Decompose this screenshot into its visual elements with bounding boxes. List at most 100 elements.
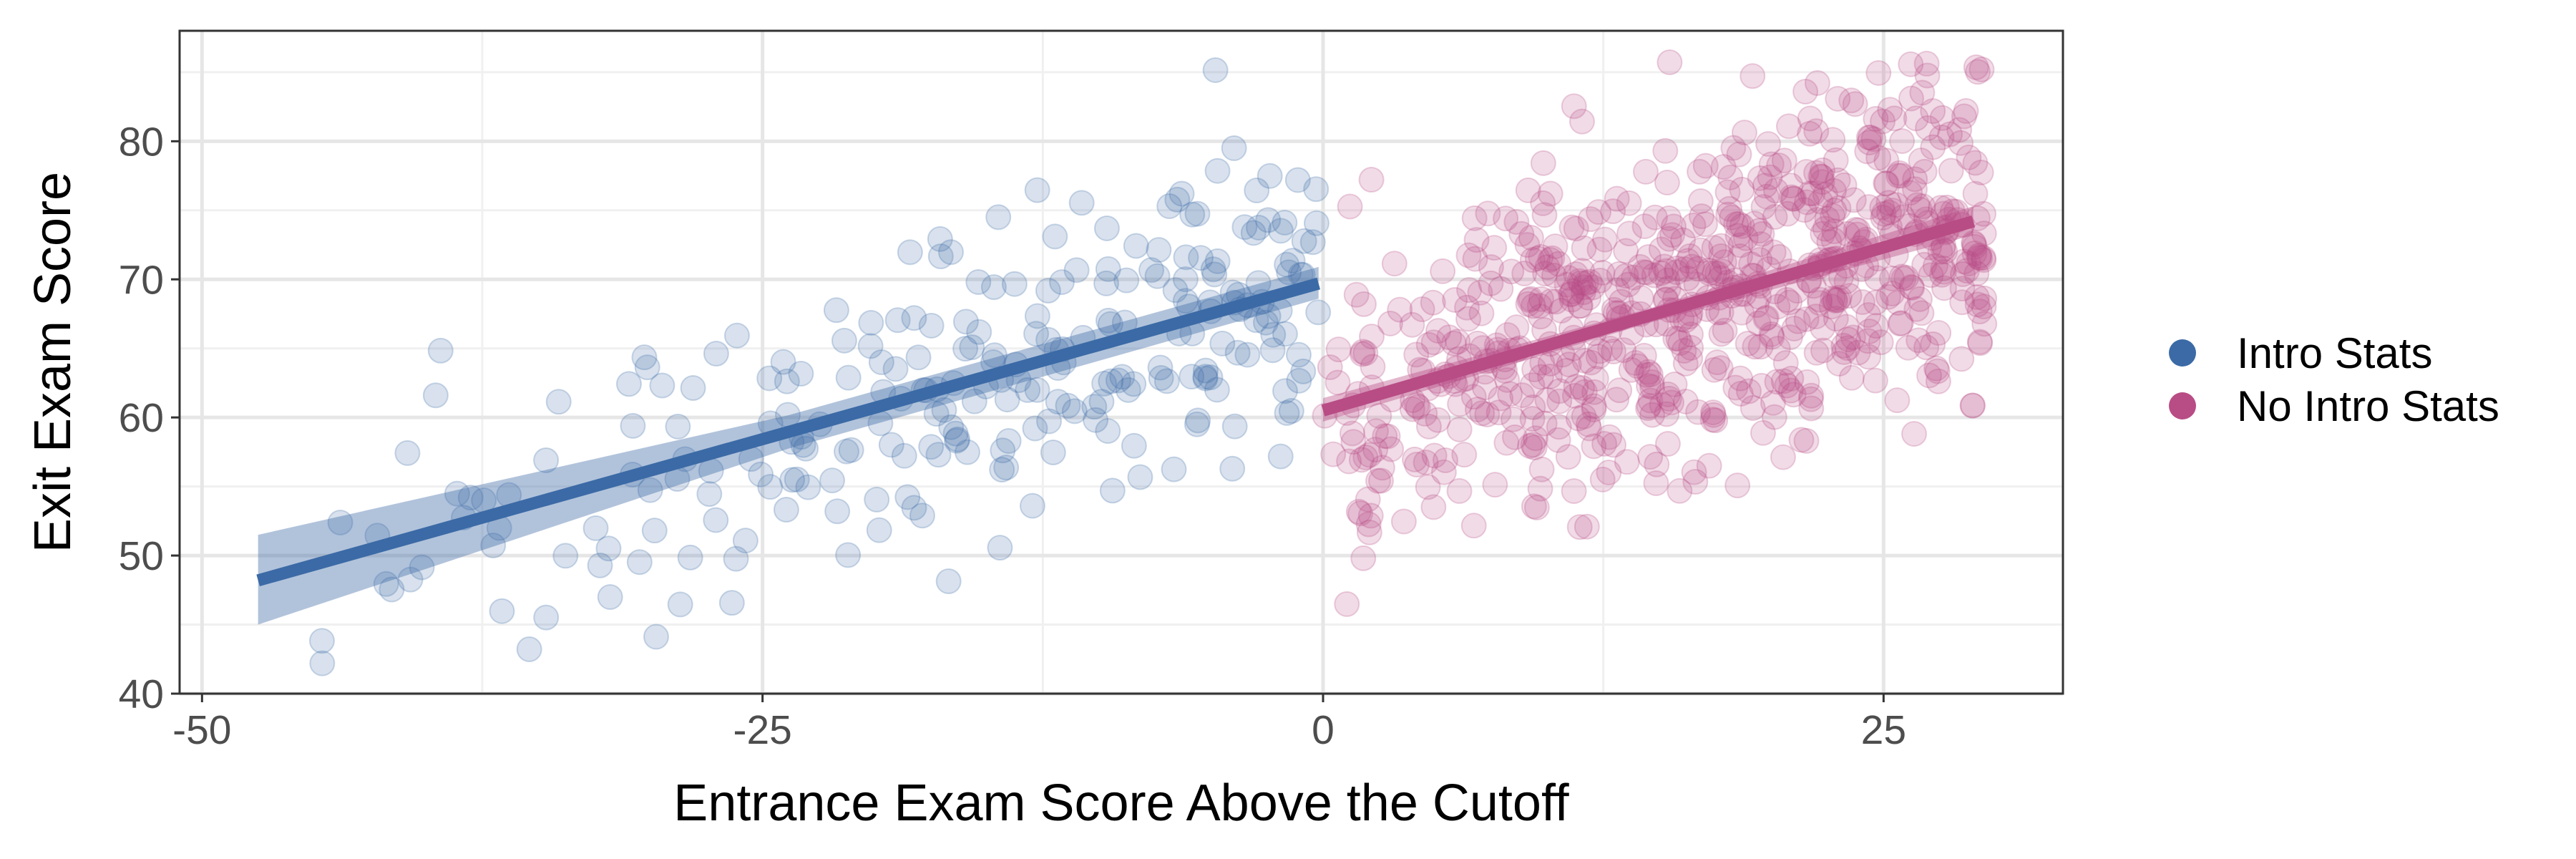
data-point: [1463, 227, 1490, 253]
data-point: [1531, 202, 1558, 228]
data-point: [1425, 318, 1451, 344]
data-point: [1455, 242, 1482, 268]
data-point: [1636, 373, 1662, 399]
data-point: [1913, 50, 1940, 77]
data-point: [1741, 210, 1767, 237]
data-point: [1971, 220, 1997, 247]
data-point: [952, 336, 979, 362]
data-point: [943, 427, 970, 454]
data-point: [1910, 193, 1936, 220]
data-point: [1566, 514, 1593, 540]
data-point: [1121, 432, 1147, 459]
data-point: [1192, 364, 1219, 390]
data-point: [1115, 377, 1141, 403]
data-point: [1055, 392, 1081, 419]
data-point: [1555, 444, 1581, 470]
data-point: [1421, 442, 1448, 469]
data-point: [1667, 330, 1694, 356]
data-point: [1390, 508, 1417, 535]
data-point: [1548, 297, 1574, 324]
data-point: [703, 341, 729, 367]
data-point: [1501, 424, 1528, 450]
data-point: [1048, 269, 1075, 296]
data-point: [1631, 213, 1658, 240]
data-point: [1494, 322, 1521, 349]
data-point: [1868, 329, 1894, 356]
data-point: [1524, 246, 1551, 272]
data-point: [1749, 220, 1775, 247]
data-point: [1045, 389, 1071, 415]
data-point: [1611, 337, 1637, 364]
data-point: [1240, 220, 1267, 246]
data-point: [1709, 258, 1735, 285]
data-point: [1528, 286, 1554, 312]
data-point: [1022, 415, 1048, 442]
data-point: [1700, 399, 1727, 426]
data-point: [1378, 436, 1405, 462]
data-point: [1095, 418, 1121, 445]
data-point: [1024, 177, 1050, 203]
data-point: [1276, 259, 1302, 286]
data-point: [1895, 334, 1921, 361]
data-point: [1639, 369, 1665, 395]
data-point: [1762, 178, 1789, 204]
data-point: [1497, 381, 1523, 407]
data-point: [1812, 215, 1838, 242]
data-point: [634, 354, 660, 381]
data-point: [1608, 288, 1634, 315]
data-point: [1760, 239, 1787, 266]
data-point: [1586, 236, 1613, 263]
x-tick-label: -25: [733, 707, 791, 753]
data-point: [1702, 260, 1728, 286]
data-point: [989, 457, 1015, 483]
data-point: [1712, 317, 1738, 344]
data-point: [864, 486, 890, 513]
data-point: [1755, 131, 1782, 157]
data-point: [665, 413, 691, 440]
data-point: [1500, 406, 1526, 432]
data-point: [1700, 402, 1727, 428]
data-point: [1105, 367, 1131, 394]
data-point: [1568, 270, 1594, 296]
data-point: [1803, 118, 1830, 145]
data-point: [954, 439, 980, 465]
data-point: [1928, 124, 1955, 150]
data-point: [1303, 176, 1330, 203]
data-point: [1879, 198, 1906, 224]
data-point: [1701, 356, 1727, 383]
data-point: [1654, 267, 1681, 293]
data-point: [824, 498, 851, 525]
data-point: [1933, 194, 1960, 220]
data-point: [1451, 442, 1478, 468]
x-tick-label: -50: [172, 707, 231, 753]
data-point: [1953, 258, 1980, 284]
data-point: [1259, 337, 1286, 364]
data-point: [773, 497, 799, 523]
data-point: [1475, 200, 1501, 227]
data-point: [1849, 289, 1875, 316]
data-point: [1692, 152, 1719, 179]
data-point: [1897, 180, 1923, 206]
data-point: [723, 322, 750, 349]
data-point: [620, 412, 646, 439]
data-point: [643, 623, 670, 650]
data-point: [1631, 259, 1657, 286]
data-point: [1803, 160, 1830, 186]
data-point: [1586, 338, 1613, 364]
data-point: [1537, 246, 1563, 273]
data-point: [1204, 157, 1231, 184]
data-point: [1785, 308, 1811, 334]
data-point: [1798, 395, 1825, 422]
data-point: [1035, 408, 1062, 435]
data-point: [1520, 432, 1546, 458]
data-point: [1546, 251, 1572, 277]
data-point: [1518, 286, 1544, 312]
data-point: [1643, 470, 1669, 497]
data-point: [1616, 220, 1643, 247]
data-point: [1687, 188, 1714, 215]
data-point: [1729, 176, 1755, 203]
data-point: [667, 591, 693, 618]
data-point: [1585, 343, 1611, 369]
data-point: [1420, 494, 1447, 520]
data-point: [1908, 147, 1934, 174]
